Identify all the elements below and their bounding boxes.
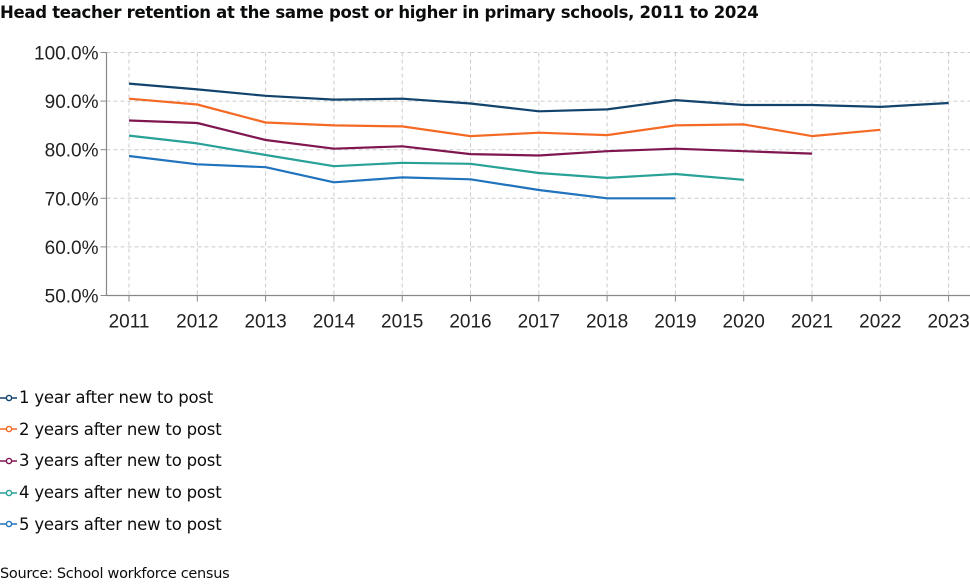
x-tick-label: 2022 <box>859 312 901 333</box>
x-tick-label: 2019 <box>654 312 696 333</box>
y-tick-label: 90.0% <box>45 92 99 113</box>
legend-label: 3 years after new to post <box>19 451 222 471</box>
series-line-4-years-after-new-to-post <box>128 134 744 181</box>
series-line-2-years-after-new-to-post <box>128 97 881 138</box>
legend-marker-icon <box>0 394 17 402</box>
x-tick-label: 2020 <box>723 312 765 333</box>
series-line-3-years-after-new-to-post <box>128 119 813 157</box>
legend-label: 4 years after new to post <box>19 483 222 503</box>
source-note: Source: School workforce census <box>0 566 230 582</box>
x-tick-label: 2013 <box>244 312 286 333</box>
x-tick-label: 2023 <box>927 312 969 333</box>
legend-item-5-years[interactable]: 5 years after new to post <box>0 508 222 540</box>
line-chart: 50.0% 60.0% 70.0% 80.0% 90.0% 100.0% 2011 2012 2… <box>34 44 970 333</box>
x-tick-label: 2011 <box>109 312 150 333</box>
legend-marker-icon <box>0 457 17 465</box>
y-tick-label: 50.0% <box>45 287 99 308</box>
y-tick-label: 70.0% <box>45 189 99 210</box>
chart-title: Head teacher retention at the same post … <box>0 3 759 22</box>
legend-item-2-years[interactable]: 2 years after new to post <box>0 414 222 446</box>
legend-item-1-year[interactable]: 1 year after new to post <box>0 382 221 414</box>
series-lines <box>128 82 949 200</box>
legend-label: 1 year after new to post <box>19 388 214 408</box>
axes: 50.0% 60.0% 70.0% 80.0% 90.0% 100.0% 2011 2012 2… <box>34 44 970 333</box>
legend-marker-icon <box>0 489 17 496</box>
y-tick-label: 60.0% <box>45 238 99 259</box>
legend-marker-icon <box>0 426 17 433</box>
legend-item-3-years[interactable]: 3 years after new to post <box>0 445 222 477</box>
legend-label: 2 years after new to post <box>19 419 222 439</box>
y-tick-label: 80.0% <box>45 141 99 162</box>
legend-marker-icon <box>0 520 17 528</box>
legend-label: 5 years after new to post <box>19 514 222 534</box>
x-tick-label: 2015 <box>381 312 423 333</box>
x-tick-label: 2016 <box>449 312 491 333</box>
x-tick-label: 2021 <box>791 312 833 333</box>
legend: 1 year after new to post 2 years after n… <box>0 382 222 540</box>
series-line-5-years-after-new-to-post <box>128 154 676 200</box>
y-tick-label: 100.0% <box>34 44 99 65</box>
x-tick-label: 2014 <box>313 312 356 333</box>
series-line-1-year-after-new-to-post <box>128 82 949 113</box>
x-tick-label: 2012 <box>176 312 218 333</box>
x-tick-label: 2018 <box>586 312 628 333</box>
x-tick-label: 2017 <box>518 312 560 333</box>
legend-item-4-years[interactable]: 4 years after new to post <box>0 477 222 509</box>
